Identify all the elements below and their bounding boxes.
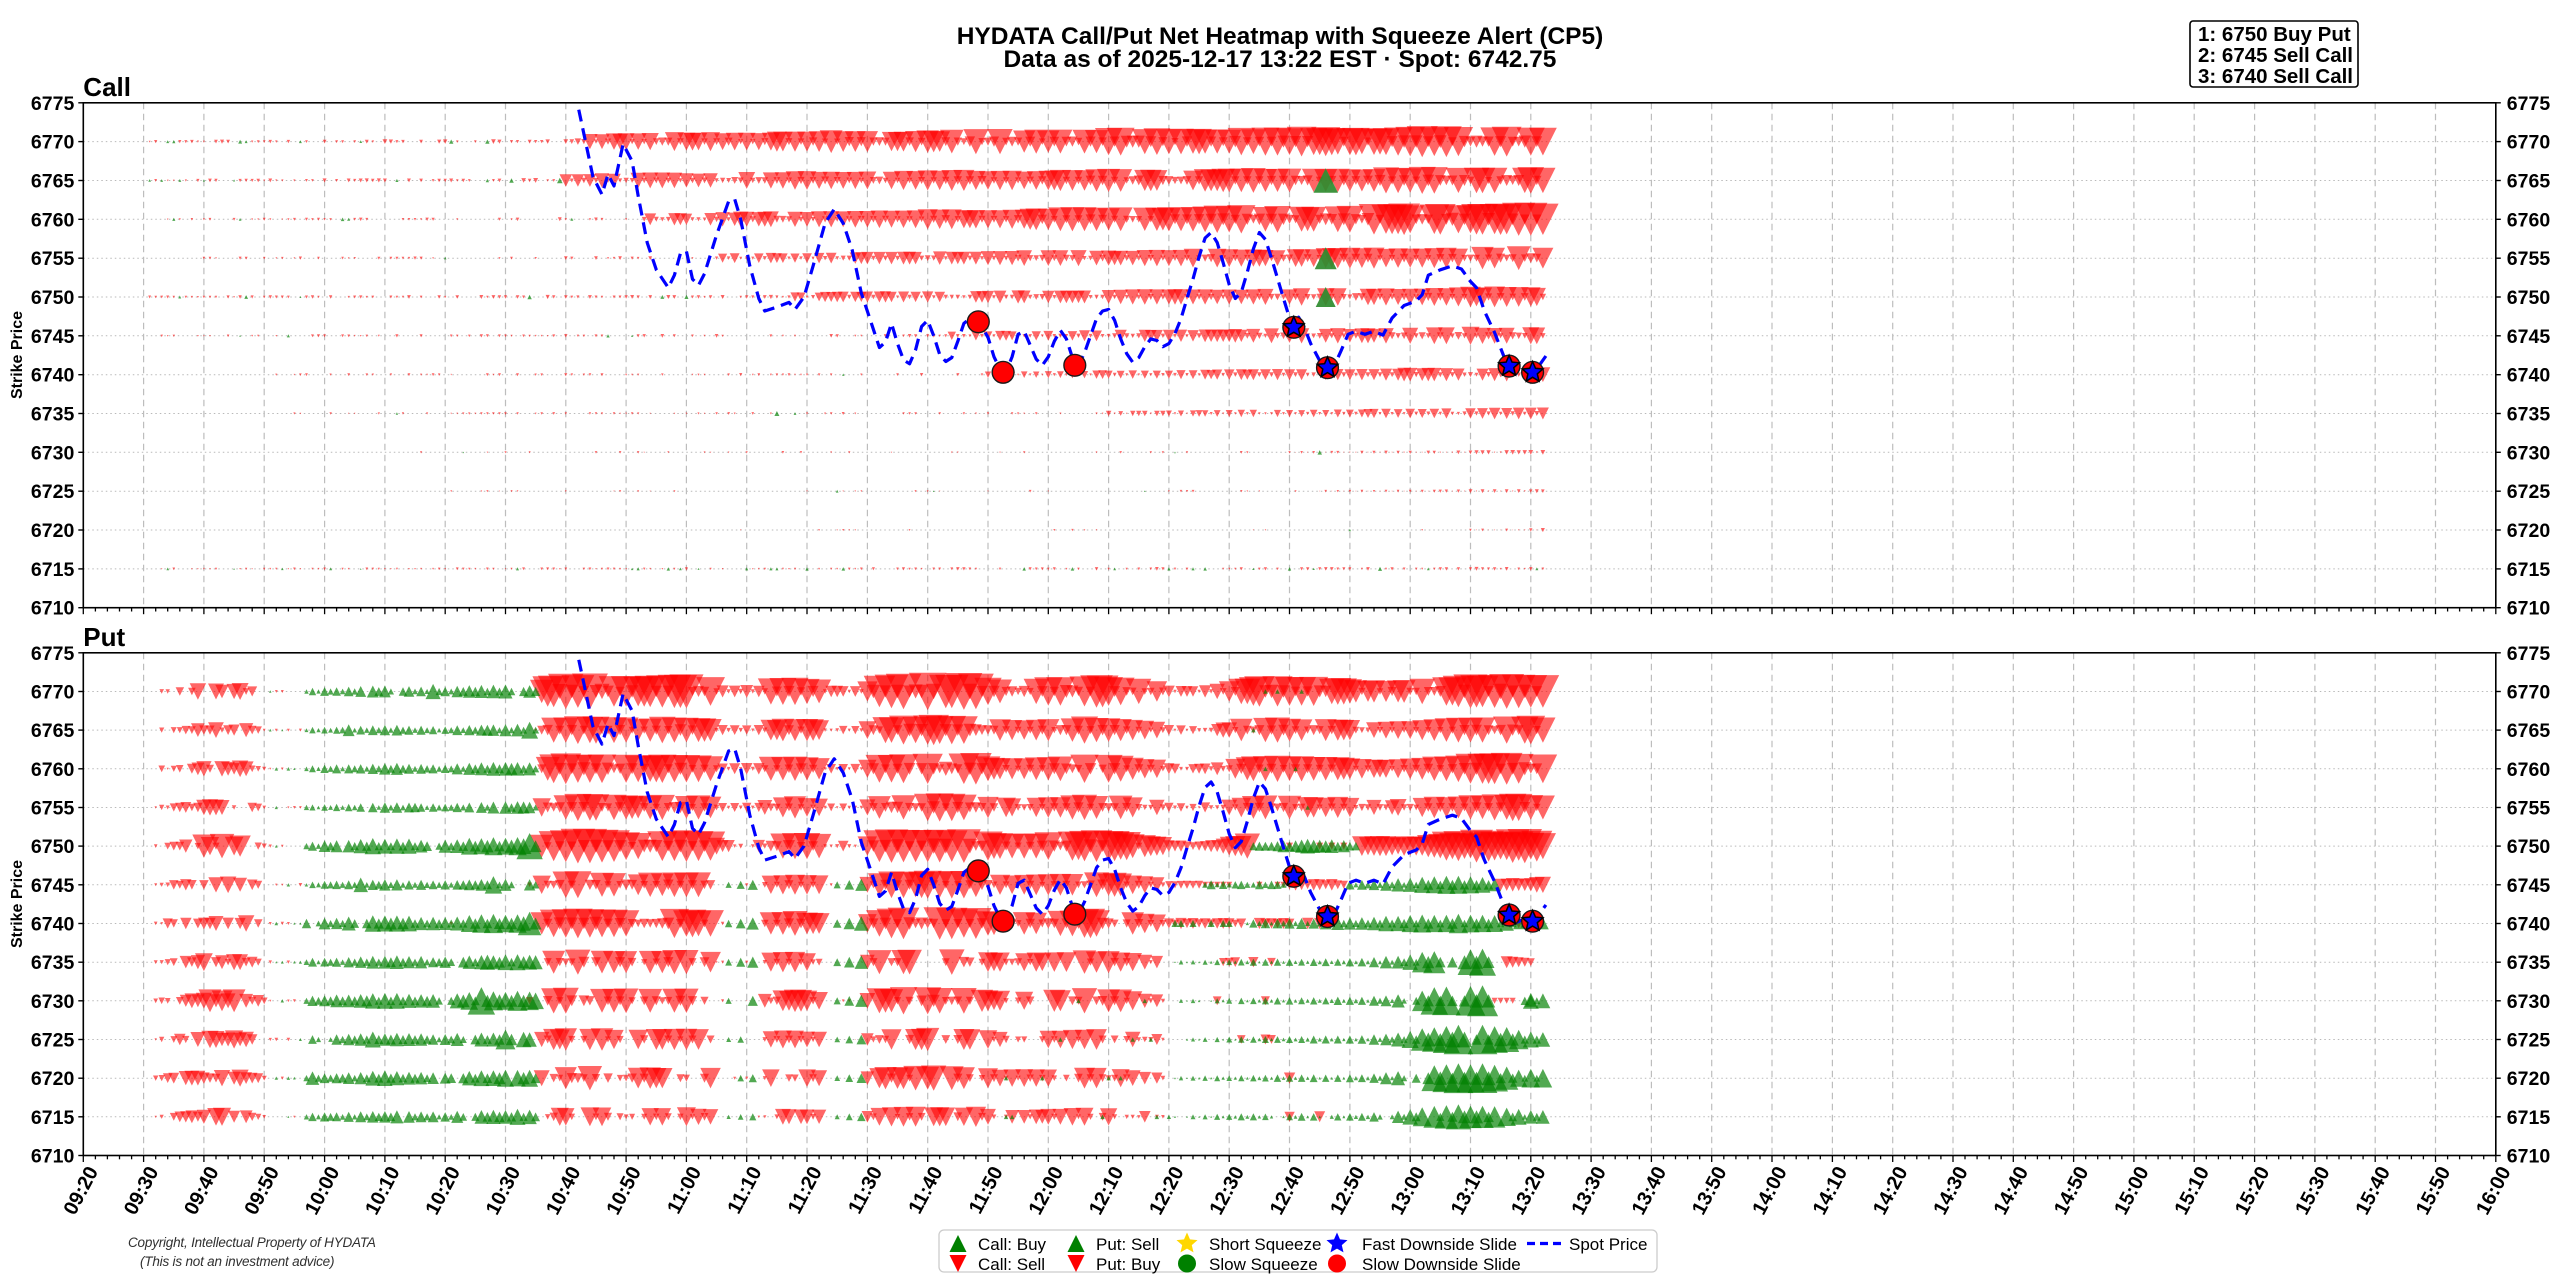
svg-text:6750: 6750	[2507, 287, 2551, 309]
svg-text:6715: 6715	[31, 559, 75, 581]
svg-text:6720: 6720	[31, 1068, 75, 1090]
svg-text:6720: 6720	[2507, 1068, 2551, 1090]
svg-text:6760: 6760	[31, 209, 75, 231]
svg-text:6750: 6750	[31, 836, 75, 858]
svg-text:6740: 6740	[31, 914, 75, 936]
svg-text:6775: 6775	[2507, 93, 2551, 115]
svg-text:6755: 6755	[2507, 248, 2551, 270]
svg-text:6710: 6710	[31, 598, 75, 620]
svg-text:HYDATA Call/Put Net Heatmap wi: HYDATA Call/Put Net Heatmap with Squeeze…	[957, 23, 1604, 50]
svg-text:6740: 6740	[31, 365, 75, 387]
svg-text:6710: 6710	[2507, 1146, 2551, 1168]
svg-text:6730: 6730	[2507, 991, 2551, 1013]
svg-text:6740: 6740	[2507, 914, 2551, 936]
svg-text:6725: 6725	[2507, 481, 2551, 503]
svg-text:Data as of 2025-12-17 13:22 ES: Data as of 2025-12-17 13:22 EST · Spot: …	[1004, 46, 1557, 73]
svg-text:6740: 6740	[2507, 365, 2551, 387]
svg-text:3: 6740 Sell Call: 3: 6740 Sell Call	[2198, 65, 2353, 88]
svg-text:Slow Downside Slide: Slow Downside Slide	[1362, 1255, 1521, 1274]
svg-text:6755: 6755	[31, 248, 75, 270]
svg-text:6735: 6735	[31, 952, 75, 974]
svg-text:6765: 6765	[2507, 171, 2551, 193]
svg-text:6770: 6770	[31, 132, 75, 154]
svg-text:6770: 6770	[2507, 132, 2551, 154]
svg-text:6760: 6760	[2507, 209, 2551, 231]
svg-text:Put: Sell: Put: Sell	[1096, 1235, 1159, 1254]
svg-text:6765: 6765	[31, 171, 75, 193]
svg-text:Copyright, Intellectual Proper: Copyright, Intellectual Property of HYDA…	[128, 1235, 376, 1250]
svg-text:6775: 6775	[2507, 643, 2551, 665]
svg-text:6765: 6765	[31, 720, 75, 742]
svg-text:Call: Call	[83, 72, 131, 102]
svg-text:6750: 6750	[2507, 836, 2551, 858]
svg-text:6755: 6755	[31, 798, 75, 820]
svg-text:(This is not an investment adv: (This is not an investment advice)	[140, 1254, 334, 1269]
svg-text:6760: 6760	[2507, 759, 2551, 781]
svg-text:6750: 6750	[31, 287, 75, 309]
svg-text:6745: 6745	[2507, 875, 2551, 897]
svg-text:6725: 6725	[2507, 1030, 2551, 1052]
svg-text:6775: 6775	[31, 643, 75, 665]
svg-text:6760: 6760	[31, 759, 75, 781]
svg-text:1: 6750 Buy Put: 1: 6750 Buy Put	[2198, 23, 2351, 46]
svg-text:6735: 6735	[31, 404, 75, 426]
svg-text:Call: Buy: Call: Buy	[978, 1235, 1047, 1254]
svg-text:6730: 6730	[2507, 442, 2551, 464]
svg-text:Slow Squeeze: Slow Squeeze	[1209, 1255, 1318, 1274]
svg-text:6745: 6745	[31, 326, 75, 348]
svg-text:Spot Price: Spot Price	[1569, 1235, 1647, 1254]
svg-text:6710: 6710	[31, 1146, 75, 1168]
svg-text:6725: 6725	[31, 481, 75, 503]
svg-text:6770: 6770	[2507, 682, 2551, 704]
svg-text:6775: 6775	[31, 93, 75, 115]
svg-text:6710: 6710	[2507, 598, 2551, 620]
svg-text:Put: Buy: Put: Buy	[1096, 1255, 1161, 1274]
svg-text:2: 6745 Sell Call: 2: 6745 Sell Call	[2198, 44, 2353, 67]
svg-text:6735: 6735	[2507, 952, 2551, 974]
svg-text:6745: 6745	[31, 875, 75, 897]
svg-text:Call: Sell: Call: Sell	[978, 1255, 1045, 1274]
svg-text:6730: 6730	[31, 991, 75, 1013]
svg-text:Short Squeeze: Short Squeeze	[1209, 1235, 1321, 1254]
svg-text:6735: 6735	[2507, 404, 2551, 426]
svg-text:6720: 6720	[31, 520, 75, 542]
svg-text:6765: 6765	[2507, 720, 2551, 742]
svg-text:Strike Price: Strike Price	[9, 860, 26, 948]
svg-text:Put: Put	[83, 622, 125, 652]
svg-text:6725: 6725	[31, 1030, 75, 1052]
svg-text:6715: 6715	[31, 1107, 75, 1129]
svg-text:6720: 6720	[2507, 520, 2551, 542]
svg-text:6715: 6715	[2507, 1107, 2551, 1129]
svg-text:Strike Price: Strike Price	[9, 311, 26, 399]
svg-text:Fast Downside Slide: Fast Downside Slide	[1362, 1235, 1517, 1254]
svg-text:6770: 6770	[31, 682, 75, 704]
svg-text:6745: 6745	[2507, 326, 2551, 348]
svg-text:6730: 6730	[31, 442, 75, 464]
svg-text:6715: 6715	[2507, 559, 2551, 581]
svg-text:6755: 6755	[2507, 798, 2551, 820]
